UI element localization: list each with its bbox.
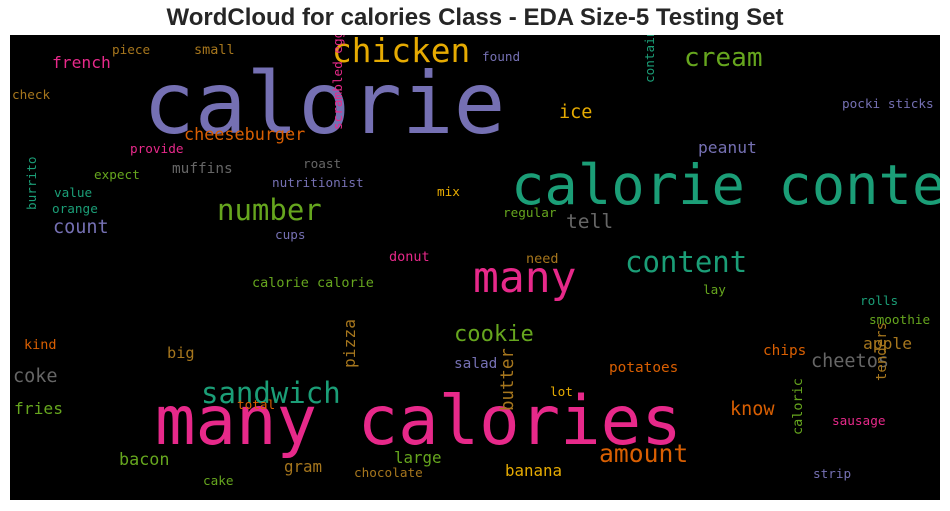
- word-cookie: cookie: [454, 321, 534, 347]
- word-pizza: pizza: [340, 319, 359, 368]
- word-amount: amount: [599, 439, 688, 468]
- word-count: count: [53, 217, 109, 238]
- word-need: need: [526, 251, 559, 267]
- word-bacon: bacon: [119, 449, 170, 469]
- word-content: content: [625, 245, 747, 279]
- word-chicken: chicken: [332, 35, 470, 70]
- word-piece: piece: [112, 42, 150, 57]
- word-fries: fries: [14, 399, 63, 418]
- word-tell: tell: [566, 210, 613, 233]
- word-apple: apple: [863, 334, 912, 353]
- word-many: many: [473, 253, 577, 303]
- word-many-calories: many calories: [155, 382, 682, 460]
- word-total: total: [237, 397, 275, 412]
- word-lay: lay: [703, 282, 726, 297]
- word-orange: orange: [52, 201, 98, 216]
- word-butter: butter: [498, 348, 518, 411]
- word-provide: provide: [130, 141, 183, 156]
- word-chocolate: chocolate: [354, 465, 423, 480]
- word-french: french: [52, 53, 111, 72]
- word-smoothie: smoothie: [869, 312, 930, 327]
- word-peanut: peanut: [698, 138, 757, 157]
- word-banana: banana: [505, 461, 562, 480]
- word-contain: contain: [642, 35, 657, 83]
- word-roast: roast: [303, 156, 341, 171]
- word-kind: kind: [24, 337, 57, 353]
- word-burrito: burrito: [24, 157, 39, 210]
- word-calorie-calorie: calorie calorie: [252, 275, 374, 291]
- wordcloud-canvas: calorie many calories calorie content many c…: [10, 35, 940, 500]
- word-strip: strip: [813, 466, 851, 481]
- word-cheeseburger: cheeseburger: [184, 124, 305, 144]
- word-value: value: [54, 185, 92, 200]
- word-calorie: calorie: [143, 54, 505, 154]
- word-large: large: [394, 448, 442, 467]
- word-lot: lot: [550, 384, 573, 399]
- word-potatoes: potatoes: [609, 360, 678, 376]
- word-rolls: rolls: [860, 293, 898, 308]
- word-found: found: [482, 49, 520, 64]
- word-small: small: [194, 42, 235, 58]
- word-expect: expect: [94, 167, 140, 182]
- wordcloud-background: [10, 35, 940, 500]
- word-big: big: [167, 344, 195, 362]
- word-ice: ice: [559, 102, 592, 123]
- word-calorie-content: calorie content: [511, 153, 940, 218]
- word-tenders: tenders: [874, 322, 890, 381]
- word-gram: gram: [284, 457, 322, 476]
- word-cake: cake: [203, 473, 234, 488]
- word-muffins: muffins: [172, 161, 233, 177]
- word-salad: salad: [454, 356, 497, 372]
- word-pocki-sticks: pocki sticks: [842, 96, 934, 111]
- word-cups: cups: [275, 227, 306, 242]
- word-sandwich: sandwich: [201, 376, 341, 410]
- word-chips: chips: [763, 343, 806, 359]
- word-caloric: caloric: [790, 378, 806, 435]
- word-nutritionist: nutritionist: [272, 175, 364, 190]
- chart-title: WordCloud for calories Class - EDA Size-…: [166, 4, 784, 31]
- word-mix: mix: [437, 184, 460, 199]
- word-regular: regular: [503, 205, 557, 220]
- word-donut: donut: [389, 249, 430, 265]
- word-coke: coke: [13, 366, 58, 387]
- word-cheetos: cheetos: [811, 351, 889, 372]
- word-number: number: [217, 193, 322, 227]
- word-know: know: [730, 399, 775, 420]
- word-sausage: sausage: [832, 413, 885, 428]
- wordcloud-words: calorie many calories calorie content many c…: [12, 35, 940, 488]
- word-cream: cream: [684, 43, 763, 73]
- word-check: check: [12, 87, 51, 102]
- word-scrambled-eggs: scrambled eggs: [330, 35, 345, 130]
